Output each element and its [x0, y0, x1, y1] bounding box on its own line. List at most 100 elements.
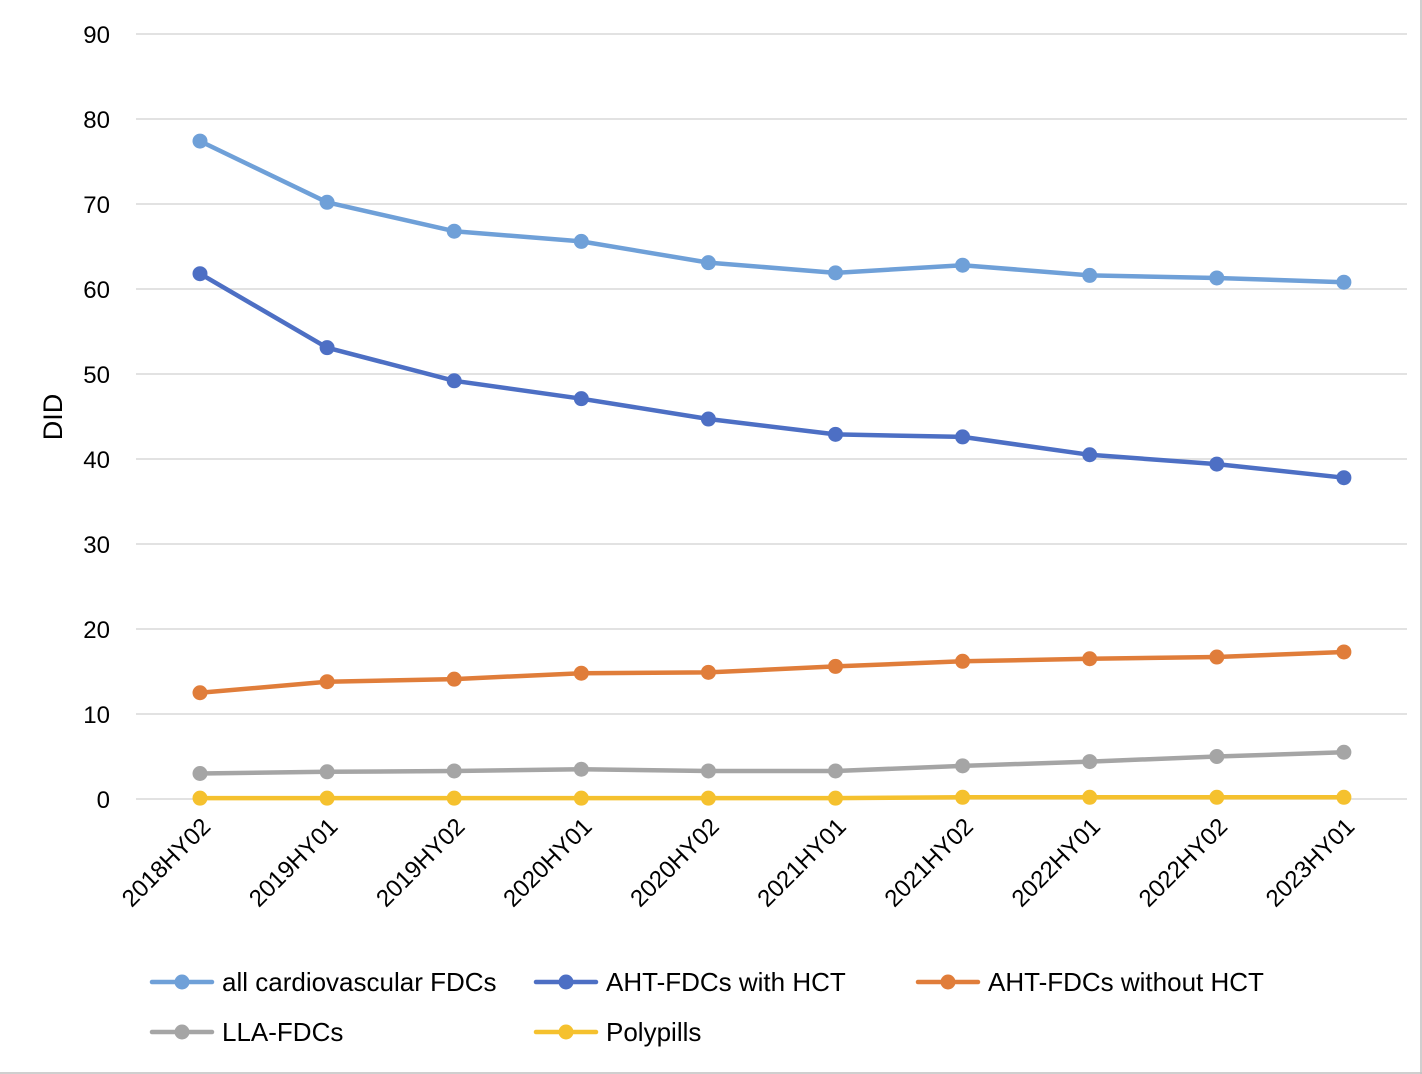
data-point [446, 790, 462, 806]
data-point [828, 265, 843, 281]
series-group [192, 789, 1352, 806]
data-point [192, 266, 208, 282]
x-tick-label: 2018HY02 [117, 813, 216, 912]
data-point [700, 411, 716, 427]
data-point [1336, 274, 1352, 290]
data-point [1336, 470, 1352, 486]
series-group [192, 133, 1352, 290]
data-point [955, 789, 971, 805]
data-point [828, 426, 843, 442]
y-tick-label: 10 [83, 702, 110, 729]
data-point [1336, 644, 1352, 660]
series-line [197, 649, 1347, 696]
legend: all cardiovascular FDCs AHT-FDCs with HCT… [149, 967, 1264, 1047]
data-point [700, 664, 716, 680]
data-point [1209, 649, 1225, 665]
legend-swatch-marker [174, 1024, 190, 1040]
data-point [1082, 789, 1098, 805]
y-tick-label: 70 [83, 192, 110, 219]
data-point [955, 653, 971, 669]
legend-item: LLA-FDCs [149, 1017, 343, 1047]
data-point [192, 133, 208, 149]
data-point [573, 790, 589, 806]
data-point [1082, 754, 1098, 770]
legend-swatch-marker [558, 1024, 574, 1040]
series-line [197, 138, 1347, 285]
series-line [197, 750, 1347, 776]
x-tick-label: 2022HY01 [1007, 813, 1106, 912]
data-point [700, 255, 716, 271]
data-point [1336, 744, 1352, 760]
data-point [319, 764, 335, 780]
y-tick-label: 80 [83, 107, 110, 134]
x-axis-ticks: 2018HY02 2019HY01 2019HY02 2020HY01 2020HY02… [117, 813, 1360, 912]
legend-item: Polypills [533, 1017, 701, 1047]
data-point [1209, 749, 1225, 764]
y-tick-label: 20 [83, 617, 110, 644]
data-point [1082, 651, 1098, 667]
data-point [828, 658, 843, 674]
x-tick-label: 2019HY01 [244, 813, 343, 912]
data-point [1082, 447, 1098, 463]
series-group [192, 644, 1352, 701]
data-point [573, 665, 589, 681]
x-tick-label: 2020HY01 [498, 813, 597, 912]
legend-label: all cardiovascular FDCs [222, 967, 497, 997]
legend-label: Polypills [606, 1017, 701, 1047]
data-point [1209, 456, 1225, 472]
data-point [192, 766, 208, 781]
legend-swatch-marker [558, 974, 574, 990]
data-point [955, 257, 971, 273]
data-point [828, 790, 843, 806]
x-tick-label: 2020HY02 [625, 813, 724, 912]
y-tick-label: 90 [83, 22, 110, 49]
data-point [446, 223, 462, 239]
data-point [1209, 789, 1225, 805]
series-group [192, 744, 1352, 781]
x-tick-label: 2023HY01 [1261, 813, 1360, 912]
legend-label: AHT-FDCs with HCT [606, 967, 846, 997]
x-tick-label: 2022HY02 [1134, 813, 1233, 912]
data-point [573, 233, 589, 249]
series-line [197, 271, 1347, 480]
data-point [700, 763, 716, 779]
data-point [319, 340, 335, 356]
legend-item: AHT-FDCs without HCT [915, 967, 1264, 997]
data-point [1336, 789, 1352, 805]
series-group [192, 266, 1352, 486]
legend-swatch-marker [940, 974, 956, 990]
data-point [319, 194, 335, 210]
y-tick-label: 0 [97, 787, 110, 814]
y-tick-label: 50 [83, 362, 110, 389]
data-point [192, 790, 208, 806]
data-point [319, 790, 335, 806]
data-point [446, 373, 462, 389]
y-tick-label: 40 [83, 447, 110, 474]
data-point [573, 391, 589, 407]
data-point [573, 761, 589, 777]
x-tick-label: 2019HY02 [371, 813, 470, 912]
y-tick-label: 30 [83, 532, 110, 559]
data-point [700, 790, 716, 806]
data-point [955, 758, 971, 774]
data-point [446, 763, 462, 779]
y-axis-ticks: 0 10 20 30 40 50 60 70 80 90 [83, 22, 110, 814]
legend-item: AHT-FDCs with HCT [533, 967, 846, 997]
data-point [319, 674, 335, 690]
legend-swatch-marker [174, 974, 190, 990]
data-point [446, 671, 462, 687]
gridlines [136, 33, 1407, 800]
data-point [955, 429, 971, 445]
data-point [1082, 267, 1098, 283]
data-point [192, 685, 208, 701]
x-tick-label: 2021HY02 [880, 813, 979, 912]
series-layer [192, 133, 1352, 806]
data-point [828, 763, 843, 779]
y-axis-title: DID [38, 394, 68, 441]
series-line [197, 795, 1347, 801]
legend-label: LLA-FDCs [222, 1017, 343, 1047]
x-tick-label: 2021HY01 [752, 813, 851, 912]
data-point [1209, 270, 1225, 286]
legend-label: AHT-FDCs without HCT [988, 967, 1264, 997]
